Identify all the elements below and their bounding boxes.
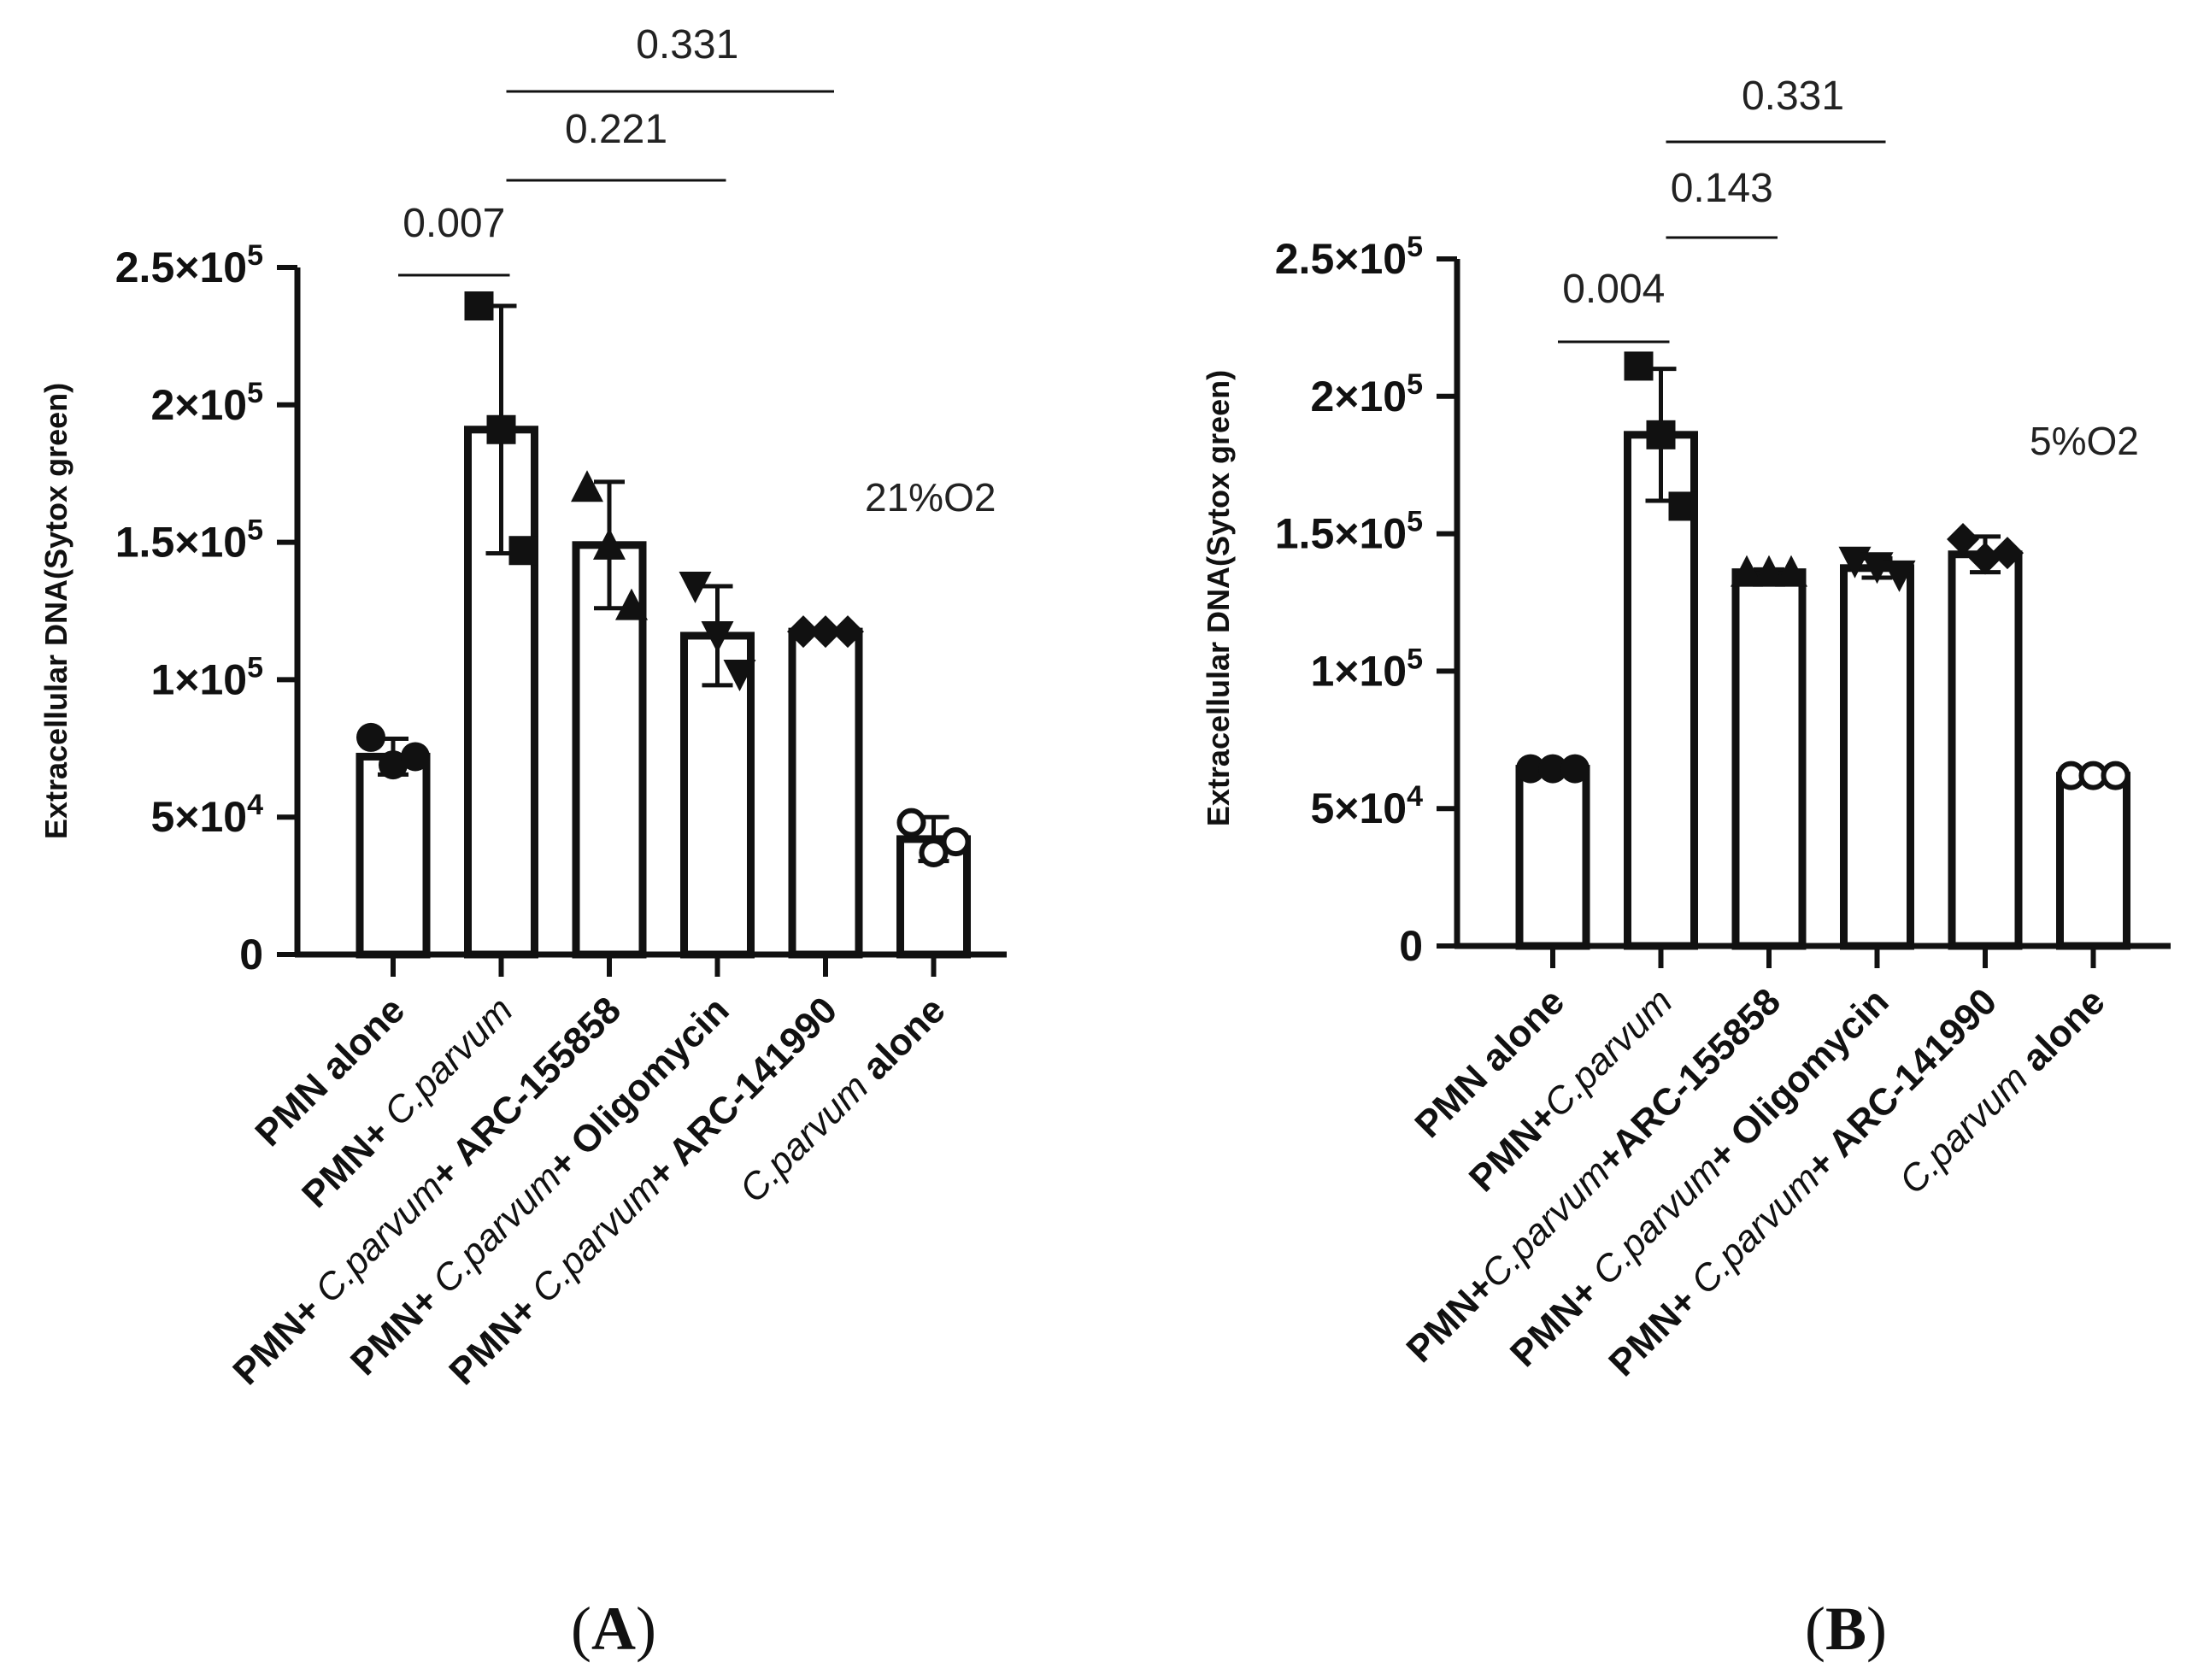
chart-panel-b: 0 5×104 1×105 1.5×105 2×105 2.5×105 Extracellu…: [1201, 73, 2171, 1663]
bar-group: [571, 470, 648, 959]
significance-bracket: 0.143: [1666, 166, 1778, 239]
data-point: [615, 588, 648, 620]
data-point: [1516, 754, 1545, 784]
x-tick-label: PMN+C.parvum: [1461, 980, 1681, 1200]
significance-bracket: 0.331: [1666, 73, 1886, 144]
data-point: [1947, 523, 1979, 556]
data-point: [508, 536, 538, 566]
data-point: [401, 742, 430, 772]
data-point: [919, 838, 949, 868]
bar-group: [1838, 546, 1916, 950]
bar: [1515, 765, 1590, 950]
y-tick-label: 2.5×105: [115, 239, 263, 291]
data-point: [896, 808, 926, 837]
data-point: [379, 750, 408, 780]
significance-bracket: 0.007: [398, 201, 510, 277]
data-point: [832, 615, 864, 649]
y-tick-label: 0: [1399, 922, 1423, 970]
p-value-label: 0.004: [1562, 267, 1665, 312]
y-axis-label: Extracellular DNA(Sytox green): [38, 383, 73, 839]
bar: [1948, 550, 2023, 950]
bar: [356, 752, 431, 959]
significance-bracket: 0.221: [506, 107, 726, 182]
data-point: [701, 620, 734, 653]
y-tick-label: 2×105: [150, 377, 263, 429]
bar-group: [787, 615, 864, 959]
p-value-label: 0.143: [1671, 166, 1773, 211]
data-point: [787, 615, 820, 649]
data-point: [1991, 537, 2024, 570]
data-point: [723, 659, 756, 691]
significance-bracket: 0.331: [506, 22, 834, 93]
data-point: [464, 291, 494, 321]
x-tick-label: PMN+ C.parvum+ ARC-141990: [441, 989, 845, 1393]
chart-panel-a: 0 5×104 1×105 1.5×105 2×105 2.5×105 Extracellu…: [38, 22, 1007, 1663]
y-tick-label: 1×105: [1310, 643, 1423, 695]
x-tick-label: PMN+ C.parvum+ ARC-141990: [1601, 980, 2005, 1384]
data-point: [1624, 351, 1654, 381]
p-value-label: 0.331: [1742, 73, 1844, 119]
condition-label: 21%O2: [865, 475, 996, 520]
x-tick-label: C.parvum alone: [1891, 980, 2113, 1201]
data-point: [1538, 754, 1567, 784]
y-tick-label: 2.5×105: [1275, 231, 1423, 283]
bar: [1731, 568, 1807, 950]
data-point: [571, 470, 603, 502]
panel-label: (B): [1805, 1595, 1887, 1663]
p-value-label: 0.221: [565, 107, 667, 152]
y-tick-label: 5×104: [150, 789, 263, 841]
y-tick-label: 5×104: [1310, 780, 1423, 832]
p-value-label: 0.007: [403, 201, 505, 246]
data-point: [593, 527, 626, 560]
y-tick-label: 0: [239, 931, 263, 978]
bar-group: [896, 808, 971, 959]
y-tick-label: 2×105: [1310, 368, 1423, 420]
data-point: [1969, 542, 2001, 575]
significance-bracket: 0.004: [1558, 267, 1670, 344]
data-point: [809, 615, 842, 649]
y-tick-label: 1×105: [150, 651, 263, 703]
bar-group: [1624, 351, 1698, 950]
bar: [2056, 772, 2130, 950]
data-point: [2101, 761, 2130, 790]
data-point: [941, 827, 971, 857]
bar-group: [2056, 761, 2130, 950]
bar-group: [679, 572, 756, 959]
data-point: [356, 722, 385, 752]
bar: [788, 627, 863, 959]
x-tick-label: PMN+ C.parvum+ ARC-155858: [225, 989, 629, 1393]
data-point: [486, 414, 516, 444]
bar-group: [1515, 754, 1590, 950]
bar-group: [356, 722, 431, 959]
data-point: [1731, 555, 1763, 587]
y-axis-label: Extracellular DNA(Sytox green): [1201, 370, 1236, 826]
data-point: [1646, 420, 1676, 449]
data-point: [1668, 491, 1698, 521]
p-value-label: 0.331: [636, 22, 738, 68]
y-tick-label: 1.5×105: [1275, 506, 1423, 558]
condition-label: 5%O2: [2030, 419, 2139, 463]
bar-group: [1947, 523, 2024, 950]
data-point: [1560, 754, 1590, 784]
panel-label: (A): [571, 1595, 656, 1663]
y-tick-label: 1.5×105: [115, 514, 263, 567]
data-point: [1860, 552, 1894, 584]
bar: [1840, 564, 1914, 950]
bar-group: [1731, 555, 1807, 950]
data-point: [1753, 555, 1785, 587]
data-point: [1775, 555, 1807, 587]
bar-group: [464, 291, 538, 959]
data-point: [679, 572, 712, 604]
data-point: [1883, 560, 1916, 592]
x-tick-label: C.parvum alone: [732, 989, 953, 1210]
